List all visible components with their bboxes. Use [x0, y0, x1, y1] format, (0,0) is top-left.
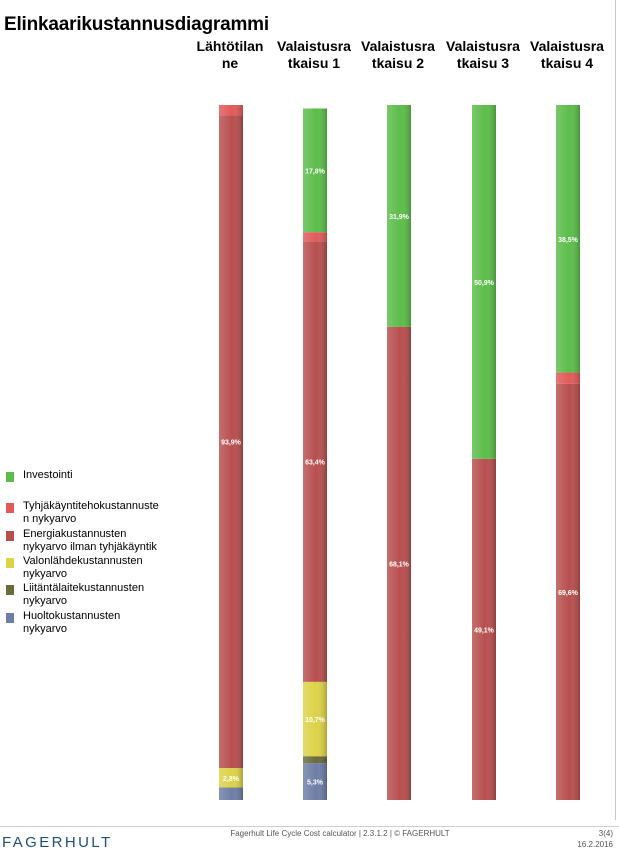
bar-stack-3: 49,1% 50,9%	[472, 105, 496, 800]
bar-segment-shading-idle-power-0	[219, 105, 243, 116]
column-header-0-line-1: Lähtötilan	[196, 38, 264, 54]
legend-swatch-idle-power-cost	[6, 503, 14, 513]
column-header-4: Valaistusra tkaisu 4	[525, 38, 609, 72]
data-label-investment-4: 38,5%	[558, 237, 579, 244]
fagerhult-logo: FAGERHULT	[2, 834, 113, 851]
bar-segment-shading-lamp-1	[303, 681, 327, 757]
legend-label-maintenance-cost: Huoltokustannusten nykyarvo	[23, 610, 121, 635]
bar-stack-1: 5,3% 10,7% 63,4% 17,8%	[303, 108, 327, 800]
column-header-2: Valaistusra tkaisu 2	[356, 38, 440, 72]
legend-label-lamp-cost: Valonlähdekustannusten nykyarvo	[23, 555, 143, 580]
legend-label-idle-power-cost: Tyhjäkäyntitehokustannuste n nykyarvo	[23, 500, 159, 525]
column-header-4-line-1: Valaistusra	[530, 38, 604, 54]
footer-date: 16.2.2016	[577, 840, 613, 849]
data-label-lamp-1: 10,7%	[305, 717, 326, 724]
column-header-1: Valaistusra tkaisu 1	[272, 38, 356, 72]
bar-stack-0: 2,8% 93,9%	[219, 105, 243, 800]
data-label-energy-3: 49,1%	[474, 627, 495, 634]
column-header-3: Valaistusra tkaisu 3	[441, 38, 525, 72]
data-label-energy-4: 69,6%	[558, 590, 579, 597]
data-label-energy-0: 93,9%	[221, 440, 242, 447]
column-header-1-line-2: tkaisu 1	[287, 55, 341, 71]
data-label-energy-2: 68,1%	[389, 561, 410, 568]
bar-segment-shading-idle-power-1	[303, 232, 327, 242]
stacked-bar-chart: 2,8% 93,9% 5,3% 10,7% 63,4% 17,8% 68,1% 31,9% 49…	[219, 105, 580, 800]
bar-segment-shading-energy-1	[303, 241, 327, 682]
legend-swatch-lamp-cost	[6, 558, 14, 568]
legend-label-ballast-cost: Liitäntälaitekustannusten nykyarvo	[23, 582, 145, 607]
bar-segment-shading-lamp-0	[219, 768, 243, 788]
data-label-maintenance-1: 5,3%	[307, 780, 324, 787]
bar-stack-4: 69,6% 38,5%	[556, 105, 580, 800]
bar-segment-shading-investment-3	[472, 105, 496, 459]
column-header-0-line-2: ne	[221, 55, 239, 71]
bar-segment-shading-energy-2	[387, 326, 411, 800]
data-label-investment-2: 31,9%	[389, 214, 410, 221]
footer-page-number: 3(4)	[598, 829, 613, 838]
bar-segment-shading-ballast-1	[303, 756, 327, 764]
bar-segment-shading-maintenance-0	[219, 787, 243, 800]
bar-segment-shading-energy-4	[556, 383, 580, 800]
bar-segment-shading-energy-3	[472, 458, 496, 800]
legend-swatch-maintenance-cost	[6, 613, 14, 623]
page-title: Elinkaarikustannusdiagrammi	[4, 14, 269, 35]
data-label-energy-1: 63,4%	[305, 460, 326, 467]
column-header-2-line-2: tkaisu 2	[371, 55, 425, 71]
bar-segment-shading-maintenance-1	[303, 763, 327, 800]
column-header-3-line-1: Valaistusra	[446, 38, 520, 54]
column-header-1-line-1: Valaistusra	[277, 38, 351, 54]
page-frame-edge	[615, 0, 616, 820]
legend-label-investointi: Investointi	[23, 469, 73, 481]
data-label-lamp-0: 2,8%	[223, 776, 240, 783]
footer-app-info: Fagerhult Life Cycle Cost calculator | 2…	[230, 829, 450, 838]
legend-label-energy-cost: Energiakustannusten nykyarvo ilman tyhjä…	[23, 528, 157, 553]
column-header-0: Lähtötilan ne	[188, 38, 272, 72]
legend-swatch-ballast-cost	[6, 585, 14, 595]
data-label-investment-3: 50,9%	[474, 280, 495, 287]
legend-swatch-energy-cost	[6, 531, 14, 541]
column-header-4-line-2: tkaisu 4	[540, 55, 594, 71]
bar-segment-shading-investment-2	[387, 105, 411, 327]
bar-segment-shading-investment-4	[556, 105, 580, 373]
bar-segment-shading-energy-0	[219, 115, 243, 769]
legend-swatch-investointi	[6, 472, 14, 482]
bar-segment-shading-idle-power-4	[556, 372, 580, 384]
footer-divider	[0, 826, 619, 827]
column-header-3-line-2: tkaisu 3	[456, 55, 510, 71]
column-header-2-line-1: Valaistusra	[361, 38, 435, 54]
bar-segment-shading-investment-1	[303, 108, 327, 233]
data-label-investment-1: 17,8%	[305, 168, 326, 175]
bar-stack-2: 68,1% 31,9%	[387, 105, 411, 800]
